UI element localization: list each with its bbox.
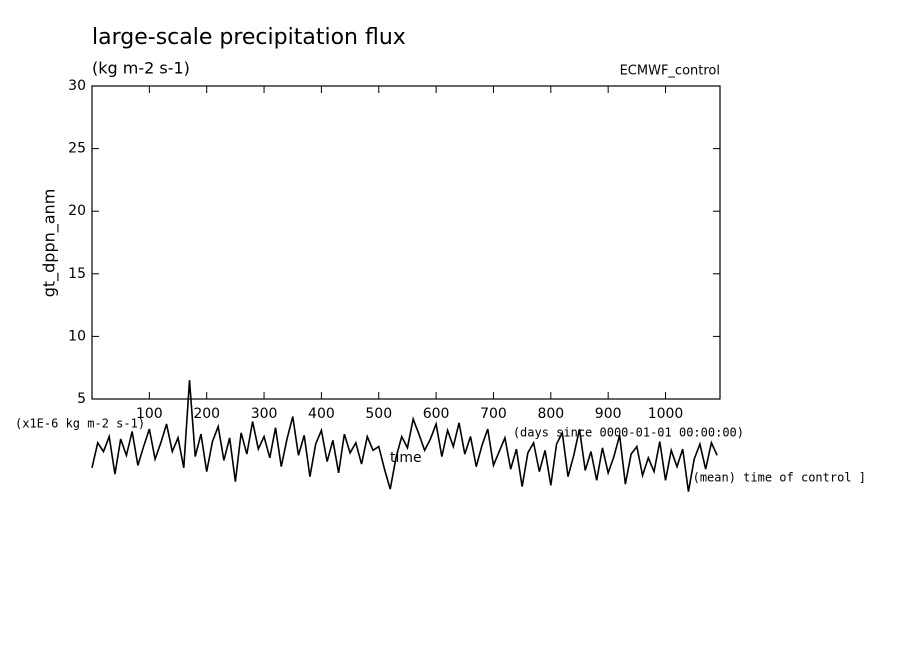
chart-title: large-scale precipitation flux — [92, 25, 406, 50]
y-tick-label: 5 — [77, 391, 86, 407]
y-tick-label: 25 — [68, 141, 86, 157]
note: (mean) time of control ] — [693, 471, 866, 485]
x-tick-label: 1000 — [648, 406, 684, 422]
x-tick-label: 300 — [251, 406, 278, 422]
x-tick-label: 700 — [480, 406, 507, 422]
y-tick-label: 15 — [68, 266, 86, 282]
y-tick-label: 20 — [68, 203, 86, 219]
x-tick-label: 400 — [308, 406, 335, 422]
y-unit-label: (x1E-6 kg m-2 s-1) — [15, 417, 145, 431]
x-tick-label: 600 — [423, 406, 450, 422]
x-tick-label: 200 — [193, 406, 220, 422]
plot-frame — [91, 85, 721, 400]
x-tick-label: 500 — [365, 406, 392, 422]
x-unit-label: (days since 0000-01-01 00:00:00) — [513, 426, 744, 440]
y-axis-label: gt_dppn_anm — [40, 189, 60, 298]
x-tick-label: 800 — [537, 406, 564, 422]
data-line — [91, 380, 718, 492]
x-tick-label: 100 — [136, 406, 163, 422]
x-tick-label: 900 — [595, 406, 622, 422]
y-tick-label: 10 — [68, 328, 86, 344]
chart-subtitle: (kg m-2 s-1) — [92, 59, 190, 78]
x-axis-label: time — [390, 450, 422, 466]
source-label: ECMWF_control — [620, 64, 720, 79]
y-tick-label: 30 — [68, 78, 86, 94]
